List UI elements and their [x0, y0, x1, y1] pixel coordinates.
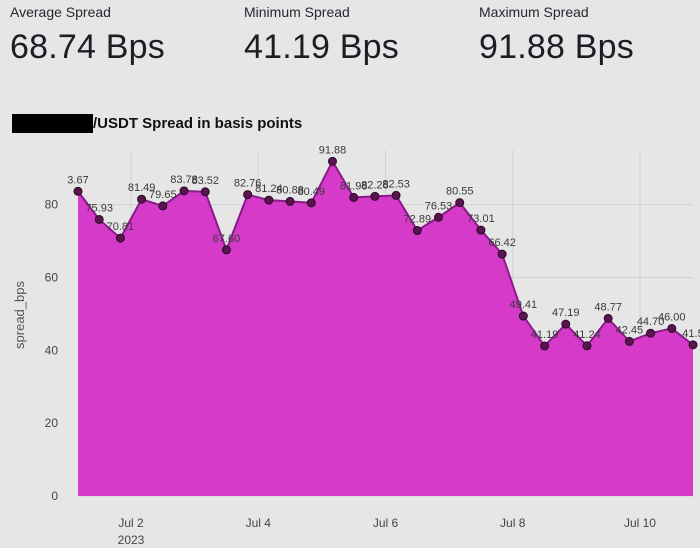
- data-label: 79.65: [149, 189, 177, 201]
- metric-maximum-value: 91.88 Bps: [479, 28, 634, 66]
- data-label: 76.53: [425, 200, 453, 212]
- chart-area-layer: [77, 159, 694, 497]
- data-point[interactable]: [179, 186, 189, 196]
- y-tick-label: 60: [45, 270, 59, 284]
- data-point[interactable]: [285, 196, 295, 206]
- data-point[interactable]: [264, 195, 274, 205]
- y-tick-label: 0: [51, 489, 58, 503]
- data-label: 80.55: [446, 186, 474, 198]
- data-label: 82.28: [361, 179, 389, 191]
- data-point[interactable]: [73, 186, 83, 196]
- metric-average-value: 68.74 Bps: [10, 28, 165, 66]
- metric-maximum: Maximum Spread 91.88 Bps: [479, 4, 634, 67]
- y-tick-label: 40: [45, 343, 59, 357]
- y-tick-label: 20: [45, 416, 59, 430]
- data-point[interactable]: [349, 192, 359, 202]
- x-tick-label: Jul 4: [246, 516, 272, 530]
- data-label: 41.5: [682, 328, 700, 340]
- data-point[interactable]: [137, 194, 147, 204]
- data-point[interactable]: [646, 328, 656, 338]
- spread-area-fill: [78, 161, 693, 497]
- metric-minimum-label: Minimum Spread: [244, 4, 350, 20]
- data-point[interactable]: [455, 198, 465, 208]
- data-label: 49.41: [510, 299, 538, 311]
- data-point[interactable]: [518, 311, 528, 321]
- data-label: 46.00: [658, 311, 686, 323]
- redacted-token-name: [12, 114, 93, 133]
- data-point[interactable]: [221, 245, 231, 255]
- data-label: 91.88: [319, 144, 347, 156]
- data-label: 70.81: [107, 221, 135, 233]
- y-tick-label: 80: [45, 198, 59, 212]
- data-point[interactable]: [624, 336, 634, 346]
- data-label: 42.45: [616, 324, 644, 336]
- y-axis-label: spread_bps: [12, 281, 27, 349]
- x-tick-sublabel: 2023: [118, 533, 145, 547]
- data-point[interactable]: [370, 191, 380, 201]
- metric-maximum-label: Maximum Spread: [479, 4, 589, 20]
- data-point[interactable]: [434, 212, 444, 222]
- metric-average-label: Average Spread: [10, 4, 111, 20]
- data-point[interactable]: [561, 319, 571, 329]
- metric-average: Average Spread 68.74 Bps: [10, 4, 165, 67]
- chart-title: /USDT Spread in basis points: [12, 114, 302, 133]
- x-tick-label: Jul 2: [118, 516, 144, 530]
- data-label: 41.19: [531, 329, 559, 341]
- data-label: 67.60: [213, 233, 241, 245]
- metric-minimum: Minimum Spread 41.19 Bps: [244, 4, 399, 67]
- chart-points: [73, 156, 698, 351]
- data-point[interactable]: [582, 341, 592, 351]
- chart-title-text: /USDT Spread in basis points: [93, 115, 303, 132]
- data-label: 82.53: [382, 178, 410, 190]
- data-point[interactable]: [476, 225, 486, 235]
- data-point[interactable]: [243, 190, 253, 200]
- data-label: 41.24: [573, 329, 601, 341]
- data-label: 81.98: [340, 180, 368, 192]
- data-point[interactable]: [412, 226, 422, 236]
- x-axis: Jul 2 2023 Jul 4 Jul 6 Jul 8 Jul 10: [118, 516, 657, 547]
- spread-area-chart[interactable]: 0 20 40 60 80 Jul 2 2023 Jul 4 Jul 6 Jul 8 Jul 10…: [0, 140, 700, 548]
- data-label: 48.77: [594, 301, 622, 313]
- x-tick-label: Jul 6: [373, 516, 399, 530]
- data-label: 3.67: [67, 174, 88, 186]
- data-point[interactable]: [115, 233, 125, 243]
- data-point[interactable]: [688, 340, 698, 350]
- data-label: 80.49: [298, 186, 326, 198]
- data-point[interactable]: [540, 341, 550, 351]
- data-point[interactable]: [497, 249, 507, 259]
- data-point[interactable]: [667, 323, 677, 333]
- data-label: 75.93: [85, 202, 113, 214]
- data-point[interactable]: [200, 187, 210, 197]
- data-point[interactable]: [603, 313, 613, 323]
- data-label: 80.88: [276, 184, 304, 196]
- x-tick-label: Jul 10: [624, 516, 656, 530]
- data-point[interactable]: [158, 201, 168, 211]
- data-point[interactable]: [94, 214, 104, 224]
- data-label: 47.19: [552, 307, 580, 319]
- metric-minimum-value: 41.19 Bps: [244, 28, 399, 66]
- data-label: 73.01: [467, 213, 495, 225]
- metrics-row: Average Spread 68.74 Bps Minimum Spread …: [0, 0, 700, 80]
- data-point[interactable]: [327, 156, 337, 166]
- data-label: 83.78: [170, 174, 198, 186]
- data-point[interactable]: [306, 198, 316, 208]
- data-point[interactable]: [391, 190, 401, 200]
- data-label: 72.89: [404, 214, 432, 226]
- data-label: 44.70: [637, 316, 665, 328]
- y-axis: 0 20 40 60 80: [45, 198, 59, 503]
- x-tick-label: Jul 8: [500, 516, 526, 530]
- data-label: 82.76: [234, 178, 262, 190]
- data-label: 81.49: [128, 182, 156, 194]
- data-label: 81.24: [255, 183, 283, 195]
- data-label: 83.52: [191, 175, 219, 187]
- data-label: 66.42: [488, 237, 516, 249]
